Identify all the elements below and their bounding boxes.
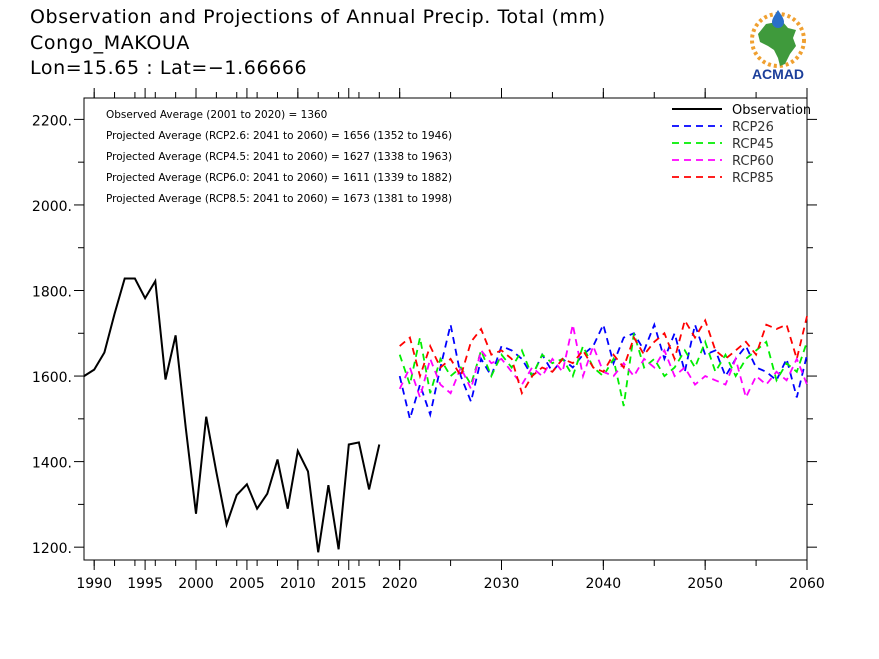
legend-label-rcp60: RCP60 [732, 154, 774, 169]
annotation-line: Projected Average (RCP6.0: 2041 to 2060)… [106, 172, 452, 184]
x-tick-label: 2020 [382, 576, 418, 592]
legend-label-observation: Observation [732, 103, 811, 118]
x-tick-label: 2000 [178, 576, 214, 592]
legend-label-rcp26: RCP26 [732, 120, 774, 135]
y-tick-label: 1800. [32, 285, 72, 301]
y-tick-label: 2200. [32, 113, 72, 129]
x-tick-label: 1995 [127, 576, 163, 592]
x-tick-label: 1990 [76, 576, 112, 592]
x-tick-label: 2015 [331, 576, 367, 592]
annotation-line: Projected Average (RCP2.6: 2041 to 2060)… [106, 130, 452, 142]
plot-frame [83, 97, 808, 561]
annotation-line: Projected Average (RCP8.5: 2041 to 2060)… [106, 193, 452, 205]
coordinates: Lon=15.65 : Lat=−1.66666 [30, 57, 308, 79]
location-name: Congo_MAKOUA [30, 32, 190, 54]
x-tick-label: 2040 [586, 576, 622, 592]
logo-text: ACMAD [752, 66, 804, 82]
y-tick-label: 1200. [32, 541, 72, 557]
series-observation [83, 277, 381, 553]
x-tick-label: 2010 [280, 576, 316, 592]
water-drop-icon [772, 10, 784, 28]
x-tick-label: 2060 [789, 576, 825, 592]
africa-icon [758, 21, 796, 66]
x-tick-label: 2050 [687, 576, 723, 592]
series-rcp85 [399, 315, 808, 396]
annotation-line: Projected Average (RCP4.5: 2041 to 2060)… [106, 151, 452, 163]
chart-title: Observation and Projections of Annual Pr… [30, 6, 606, 28]
legend-label-rcp45: RCP45 [732, 137, 774, 152]
legend-label-rcp85: RCP85 [732, 171, 774, 186]
acmad-logo: ACMAD [750, 10, 806, 82]
y-tick-label: 1600. [32, 370, 72, 386]
series-rcp60 [398, 324, 808, 401]
y-tick-label: 1400. [32, 456, 72, 472]
y-tick-label: 2000. [32, 199, 72, 215]
x-tick-label: 2005 [229, 576, 265, 592]
x-tick-label: 2030 [484, 576, 520, 592]
annotation-line: Observed Average (2001 to 2020) = 1360 [106, 109, 327, 121]
series-rcp45 [398, 333, 808, 407]
